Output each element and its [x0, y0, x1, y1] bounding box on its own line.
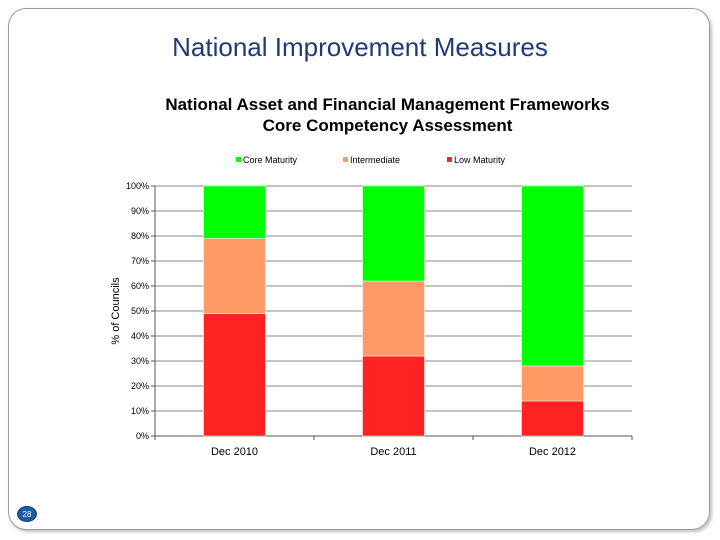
x-tick-label: Dec 2011 — [370, 446, 416, 458]
bar-core-maturity-dec-2010 — [203, 185, 266, 239]
chart-title-line-2: Core Competency Assessment — [262, 116, 513, 135]
legend-label: Low Maturity — [454, 155, 506, 165]
slide-title: National Improvement Measures — [172, 32, 548, 62]
y-tick-label: 20% — [131, 381, 149, 391]
y-tick-label: 10% — [131, 406, 149, 416]
y-axis-title: % of Councils — [110, 277, 122, 345]
bar-intermediate-dec-2012 — [521, 365, 584, 402]
y-tick-label: 30% — [131, 356, 149, 366]
x-tick-label: Dec 2010 — [211, 446, 258, 458]
bar-core-maturity-dec-2012 — [521, 185, 584, 367]
legend-swatch — [343, 157, 348, 162]
page-number-badge: 28 — [17, 506, 37, 522]
bar-low-maturity-dec-2010 — [203, 313, 266, 437]
y-tick-label: 50% — [131, 306, 149, 316]
bar-core-maturity-dec-2011 — [362, 185, 425, 282]
legend-swatch — [447, 157, 452, 162]
y-tick-label: 0% — [136, 431, 149, 441]
chart-title-line-1: National Asset and Financial Management … — [165, 95, 610, 114]
y-tick-label: 100% — [126, 181, 149, 191]
legend-label: Core Maturity — [243, 155, 298, 165]
y-tick-label: 80% — [131, 231, 149, 241]
bar-intermediate-dec-2010 — [203, 238, 266, 314]
bar-intermediate-dec-2011 — [362, 280, 425, 357]
legend-label: Intermediate — [350, 155, 400, 165]
y-tick-label: 60% — [131, 281, 149, 291]
x-tick-label: Dec 2012 — [529, 446, 576, 458]
bar-low-maturity-dec-2011 — [362, 355, 425, 437]
chart-title: National Asset and Financial Management … — [120, 94, 655, 136]
y-tick-label: 40% — [131, 331, 149, 341]
legend-swatch — [236, 157, 241, 162]
y-tick-label: 90% — [131, 206, 149, 216]
bar-low-maturity-dec-2012 — [521, 400, 584, 437]
slide-frame — [8, 8, 710, 530]
y-tick-label: 70% — [131, 256, 149, 266]
